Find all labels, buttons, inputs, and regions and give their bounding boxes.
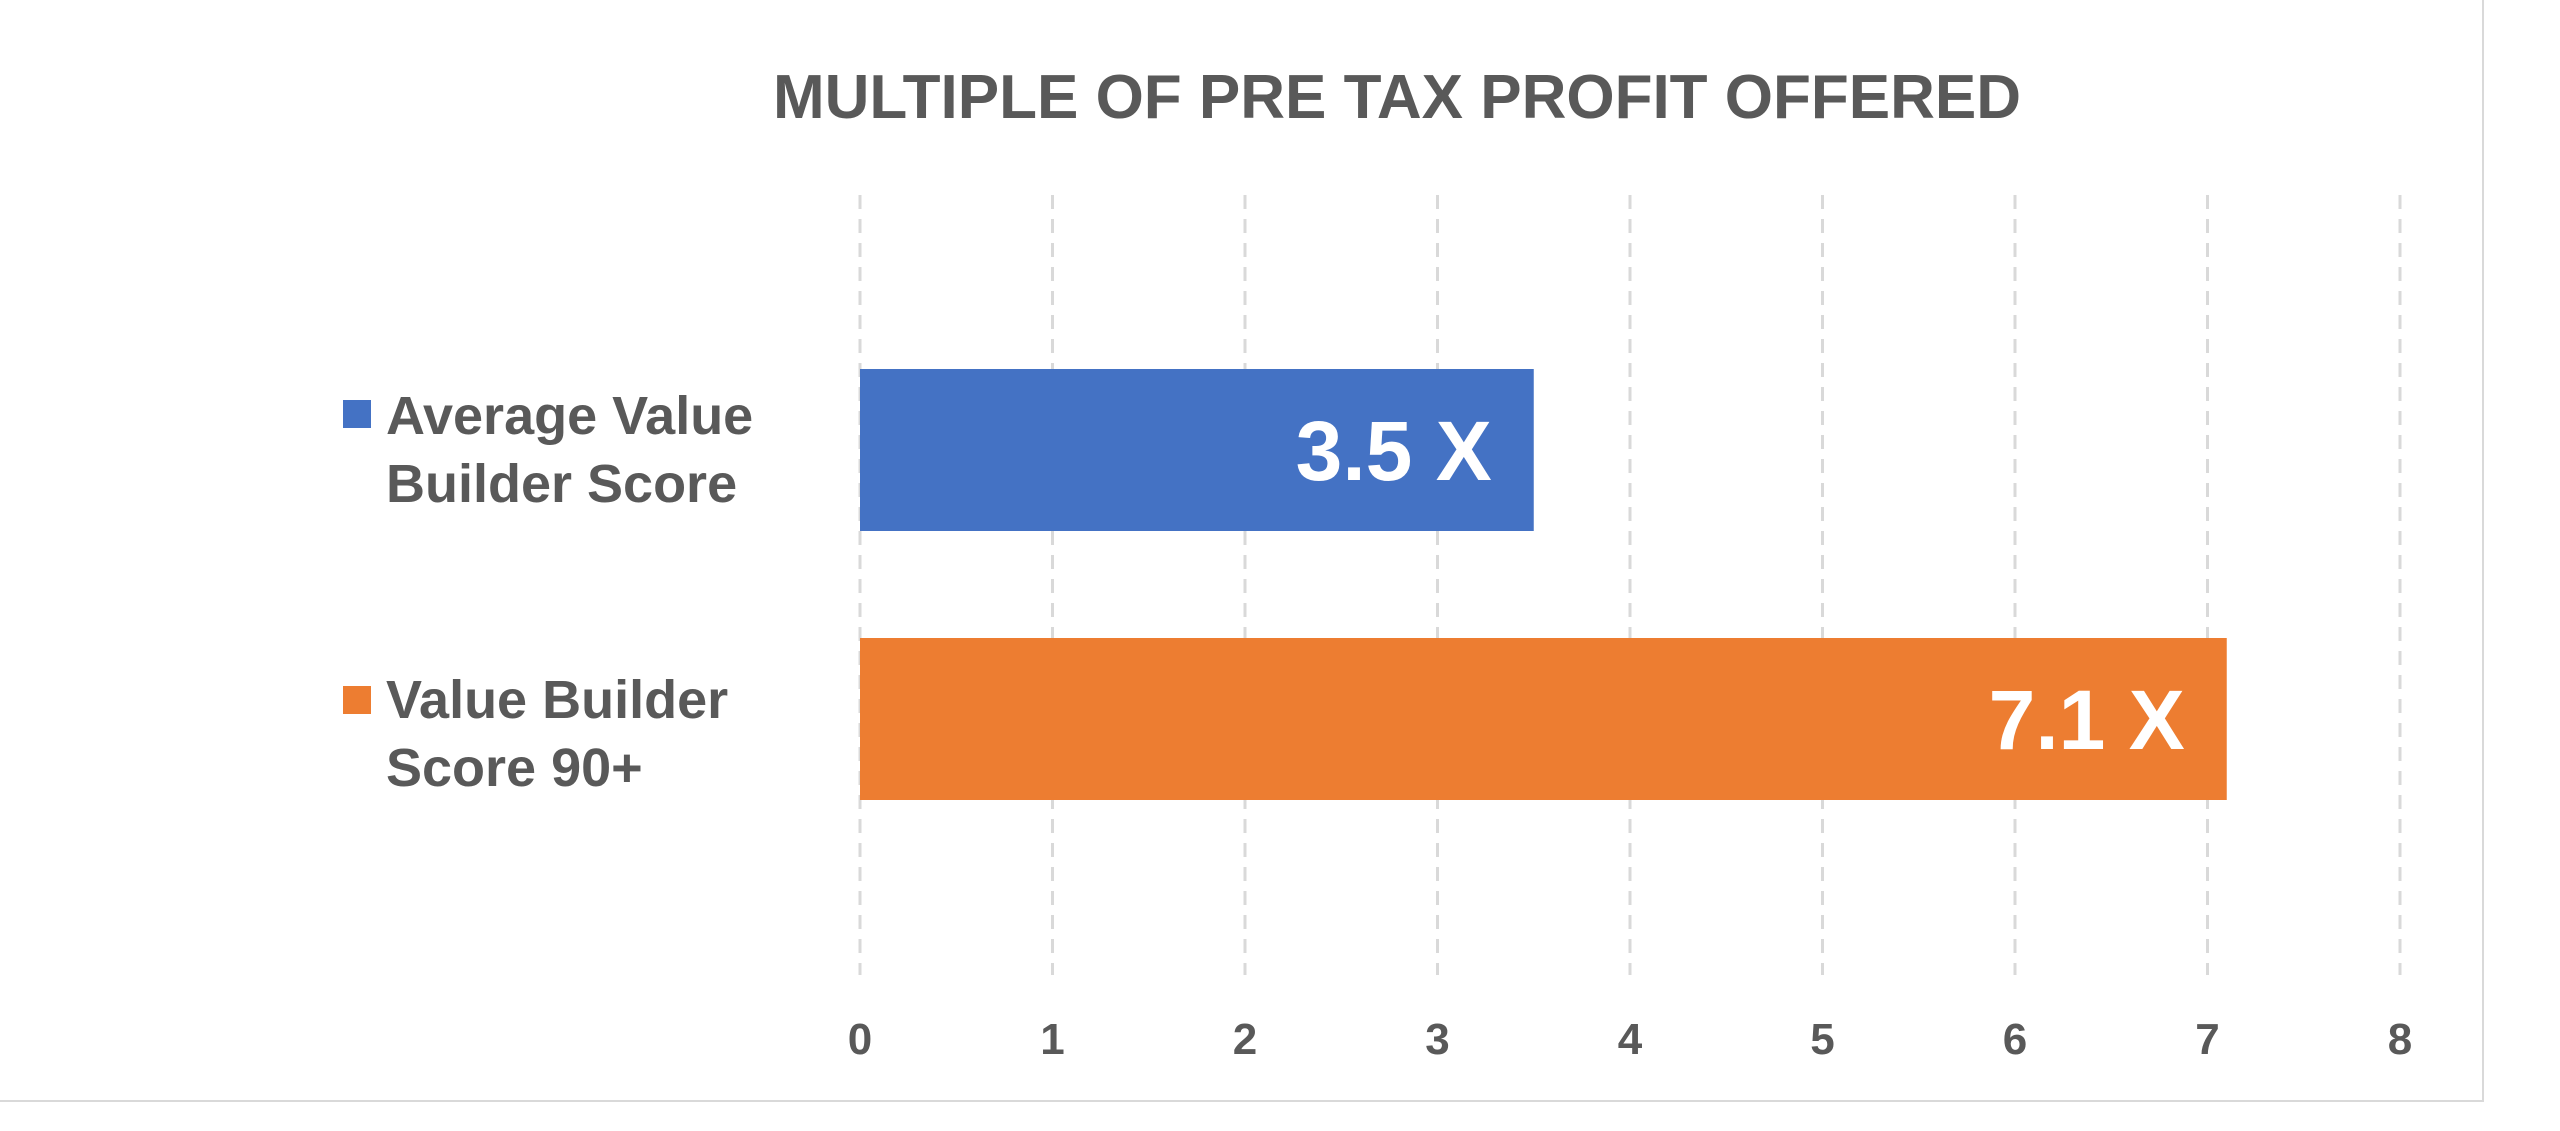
x-axis-ticks: 0 1 2 3 4 5 6 7 8 [848,1015,2412,1064]
x-tick-label-8: 8 [2388,1015,2412,1064]
chart-title: MULTIPLE OF PRE TAX PROFIT OFFERED [773,63,2021,132]
legend-label-0-line-0: Average Value [386,386,753,446]
legend-label-0-line-1: Builder Score [386,454,737,514]
gridlines [858,195,2402,975]
x-tick-label-6: 6 [2003,1015,2027,1064]
legend-item-1: Value Builder Score 90+ [343,670,728,798]
legend: Average Value Builder Score Value Builder S… [343,386,753,798]
legend-swatch-0 [343,400,371,428]
bar-1 [860,638,2227,800]
data-label-0: 3.5 X [1296,404,1492,498]
x-tick-label-0: 0 [848,1015,872,1064]
bar-0 [860,369,1534,531]
bar-chart: MULTIPLE OF PRE TAX PROFIT OFFERED 0 1 2 3 4… [343,63,2412,1064]
legend-label-1-line-0: Value Builder [386,670,728,730]
x-tick-label-3: 3 [1425,1015,1449,1064]
x-tick-label-5: 5 [1810,1015,1834,1064]
x-tick-label-2: 2 [1233,1015,1257,1064]
x-tick-label-4: 4 [1618,1015,1643,1064]
bars: 3.5 X 7.1 X [860,369,2227,800]
chart-frame: MULTIPLE OF PRE TAX PROFIT OFFERED 0 1 2 3 4… [0,0,2484,1102]
data-label-1: 7.1 X [1989,673,2185,767]
x-tick-label-7: 7 [2195,1015,2219,1064]
x-tick-label-1: 1 [1040,1015,1064,1064]
legend-item-0: Average Value Builder Score [343,386,753,514]
legend-swatch-1 [343,686,371,714]
legend-label-1-line-1: Score 90+ [386,738,643,798]
